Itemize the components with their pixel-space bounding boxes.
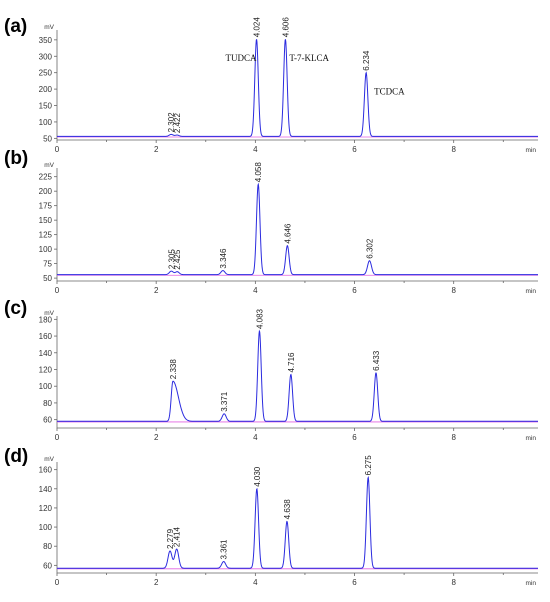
y-tick-label: 300 <box>39 52 53 61</box>
x-tick-label: 2 <box>154 433 159 442</box>
x-tick-label: 6 <box>352 286 357 295</box>
y-tick-label: 250 <box>39 69 53 78</box>
chart-panel-2: (b) mV 50 75 100 125 150 175 200 225 0 2 4 6 8 min 2.305… <box>4 148 538 295</box>
x-tick-label: 0 <box>55 145 60 154</box>
x-tick-label: 2 <box>154 145 159 154</box>
peak-retention-label: 6.433 <box>372 350 381 371</box>
axis-frame <box>56 316 538 429</box>
peak-compound-name: T-7-KLCA <box>289 53 329 63</box>
x-tick-label: 4 <box>253 433 258 442</box>
peak-retention-label: 3.361 <box>220 539 229 560</box>
y-tick-label: 160 <box>39 466 53 475</box>
peak-retention-label: 6.275 <box>364 455 373 476</box>
x-tick-label: 6 <box>352 145 357 154</box>
chromatogram-trace <box>57 329 538 422</box>
peak-retention-label: 2.302 <box>167 112 176 133</box>
y-tick-label: 100 <box>39 382 53 391</box>
x-tick-label: 8 <box>451 286 456 295</box>
chromatogram-trace <box>57 39 538 137</box>
y-tick-label: 175 <box>39 202 53 211</box>
y-tick-label: 160 <box>39 332 53 341</box>
y-tick-label: 100 <box>39 245 53 254</box>
peak-retention-label: 2.425 <box>173 249 182 270</box>
peak-compound-name: TUDCA <box>226 53 257 63</box>
y-tick-label: 80 <box>43 542 52 551</box>
chart-panel-1: (a) mV 50 100 150 200 250 300 350 0 2 4 6 8 min 2.3022.… <box>4 16 538 154</box>
peak-retention-label: 3.346 <box>219 248 228 269</box>
peak-retention-label: 4.606 <box>281 17 290 38</box>
y-tick-label: 350 <box>39 36 53 45</box>
panel-label: (d) <box>4 446 28 467</box>
y-tick-label: 60 <box>43 416 52 425</box>
x-tick-label: 8 <box>451 145 456 154</box>
x-tick-label: 4 <box>253 578 258 587</box>
y-axis-unit: mV <box>44 310 54 317</box>
y-tick-label: 120 <box>39 365 53 374</box>
axis-frame <box>56 462 538 574</box>
peak-retention-label: 2.338 <box>169 359 178 380</box>
chart-panel-3: (c) mV 60 80 100 120 140 160 180 0 2 4 6 8 min 2.338 3.3… <box>4 298 538 442</box>
peak-retention-label: 2.305 <box>167 249 176 270</box>
y-tick-label: 200 <box>39 187 53 196</box>
y-axis-unit: mV <box>44 456 54 463</box>
peak-retention-label: 2.279 <box>166 528 175 549</box>
peak-retention-label: 4.638 <box>283 499 292 520</box>
chromatogram-trace <box>57 182 538 276</box>
y-axis-unit: mV <box>44 162 54 169</box>
y-tick-label: 80 <box>43 399 52 408</box>
peak-retention-label: 4.030 <box>253 466 262 487</box>
x-tick-label: 4 <box>253 145 258 154</box>
panel-label: (b) <box>4 148 28 169</box>
x-tick-label: 0 <box>55 433 60 442</box>
x-tick-label: 0 <box>55 578 60 587</box>
y-tick-label: 50 <box>43 134 52 143</box>
y-axis-unit: mV <box>44 24 54 31</box>
x-tick-label: 6 <box>352 433 357 442</box>
x-tick-label: 4 <box>253 286 258 295</box>
y-tick-label: 120 <box>39 504 53 513</box>
chromatogram-trace <box>57 475 538 569</box>
y-tick-label: 100 <box>39 523 53 532</box>
y-tick-label: 50 <box>43 274 52 283</box>
peak-retention-label: 4.024 <box>253 17 262 38</box>
x-axis-unit: min <box>526 147 537 154</box>
y-tick-label: 140 <box>39 349 53 358</box>
y-tick-label: 140 <box>39 485 53 494</box>
x-tick-label: 8 <box>451 578 456 587</box>
panel-label: (c) <box>4 298 27 319</box>
y-tick-label: 150 <box>39 216 53 225</box>
x-tick-label: 2 <box>154 578 159 587</box>
peak-compound-name: TCDCA <box>374 87 405 97</box>
y-tick-label: 150 <box>39 102 53 111</box>
y-tick-label: 180 <box>39 315 53 324</box>
peak-retention-label: 4.058 <box>254 162 263 183</box>
peak-retention-label: 4.083 <box>255 308 264 329</box>
x-tick-label: 6 <box>352 578 357 587</box>
peak-retention-label: 4.716 <box>287 352 296 373</box>
y-tick-label: 125 <box>39 231 53 240</box>
y-tick-label: 100 <box>39 118 53 127</box>
y-tick-label: 75 <box>43 260 52 269</box>
axis-frame <box>56 30 538 141</box>
x-tick-label: 2 <box>154 286 159 295</box>
axis-frame <box>56 168 538 282</box>
x-tick-label: 8 <box>451 433 456 442</box>
peak-retention-label: 2.414 <box>173 527 182 548</box>
x-tick-label: 0 <box>55 286 60 295</box>
peak-retention-label: 4.646 <box>283 223 292 244</box>
peak-retention-label: 6.302 <box>366 238 375 259</box>
panel-label: (a) <box>4 16 27 37</box>
x-axis-unit: min <box>526 580 537 587</box>
y-tick-label: 60 <box>43 561 52 570</box>
y-tick-label: 200 <box>39 85 53 94</box>
x-axis-unit: min <box>526 435 537 442</box>
peak-retention-label: 2.422 <box>173 113 182 134</box>
x-axis-unit: min <box>526 288 537 295</box>
peak-retention-label: 3.371 <box>220 391 229 412</box>
peak-retention-label: 6.234 <box>362 50 371 71</box>
y-tick-label: 225 <box>39 173 53 182</box>
